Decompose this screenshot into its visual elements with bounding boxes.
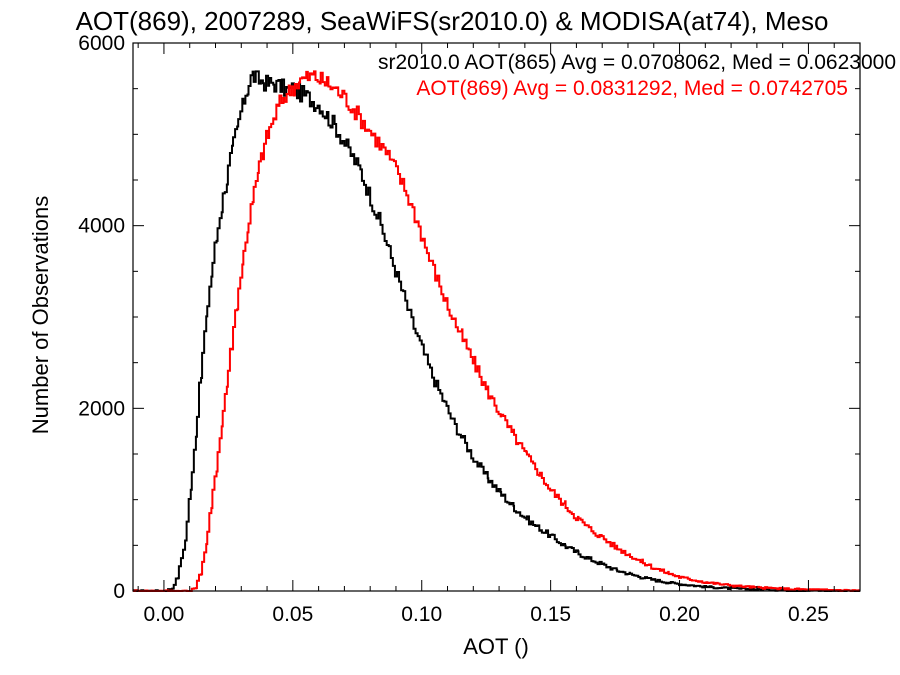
x-axis-label: AOT () <box>463 634 529 659</box>
x-tick-label: 0.00 <box>143 603 184 626</box>
axis-ticks: 0.00 0.05 0.10 0.15 0.20 0.25 0 2000 4000 6000 <box>78 32 861 626</box>
plot-frame <box>132 42 861 592</box>
plot-area <box>133 70 860 592</box>
y-tick-label: 0 <box>113 580 125 603</box>
x-tick-label: 0.25 <box>788 603 829 626</box>
legend-entry-black: sr2010.0 AOT(865) Avg = 0.0708062, Med =… <box>378 51 896 74</box>
y-tick-label: 6000 <box>78 32 125 55</box>
x-tick-label: 0.15 <box>530 603 571 626</box>
series-line-1 <box>133 70 860 592</box>
x-tick-label: 0.20 <box>659 603 700 626</box>
y-tick-label: 2000 <box>78 397 125 420</box>
x-tick-label: 0.05 <box>272 603 313 626</box>
series-line-0 <box>133 70 860 592</box>
x-tick-label: 0.10 <box>401 603 442 626</box>
chart-title: AOT(869), 2007289, SeaWiFS(sr2010.0) & M… <box>76 6 829 36</box>
legend-entry-red: AOT(869) Avg = 0.0831292, Med = 0.074270… <box>416 77 848 100</box>
legend: sr2010.0 AOT(865) Avg = 0.0708062, Med =… <box>378 51 896 100</box>
y-axis-label: Number of Observations <box>28 196 53 434</box>
y-tick-label: 4000 <box>78 215 125 238</box>
